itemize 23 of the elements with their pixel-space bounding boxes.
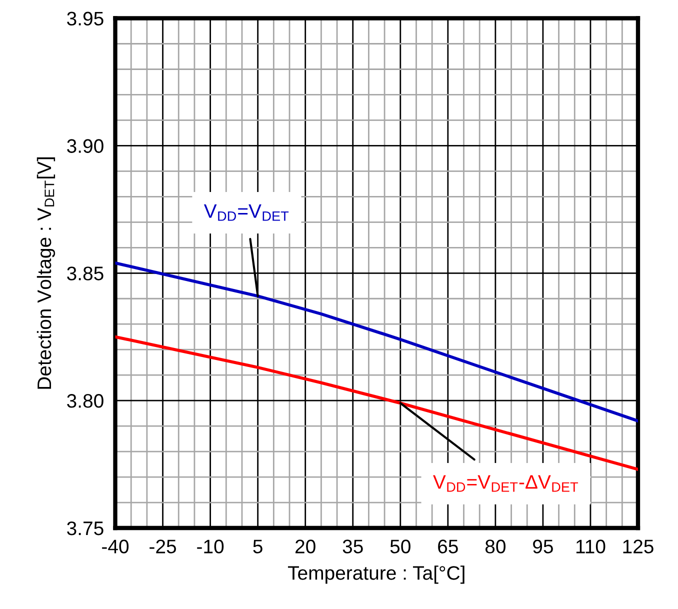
y-tick-label: 3.75 — [67, 521, 104, 536]
x-tick-label: 5 — [253, 540, 262, 554]
x-tick-label: 80 — [485, 540, 506, 554]
x-tick-label: 20 — [296, 540, 316, 554]
x-tick-label: -25 — [150, 540, 176, 554]
x-tick-label: -10 — [197, 540, 224, 554]
y-tick-label: 3.80 — [67, 394, 104, 408]
y-axis-title: Detection Voltage : V$_{DET}$[V] — [36, 157, 56, 389]
y-tick-label: 3.85 — [67, 266, 104, 280]
x-tick-label: 125 — [623, 540, 654, 554]
y-tick-label: 3.95 — [67, 12, 104, 26]
y-tick-label: 3.90 — [67, 139, 104, 153]
annotation: V$_{DD}$=V$_{DET}$ — [204, 204, 289, 221]
x-axis-title: Temperature : Ta[°C] — [288, 566, 464, 584]
x-tick-label: 35 — [342, 540, 363, 554]
annotation: V$_{DD}$=V$_{DET}$-ΔV$_{DET}$ — [433, 475, 578, 492]
x-tick-label: -40 — [102, 540, 129, 554]
x-tick-label: 65 — [438, 540, 458, 554]
line-series — [115, 261, 638, 422]
x-tick-label: 50 — [390, 540, 410, 554]
line-series — [115, 335, 638, 471]
x-tick-label: 110 — [576, 540, 606, 554]
x-tick-label: 95 — [533, 540, 553, 554]
